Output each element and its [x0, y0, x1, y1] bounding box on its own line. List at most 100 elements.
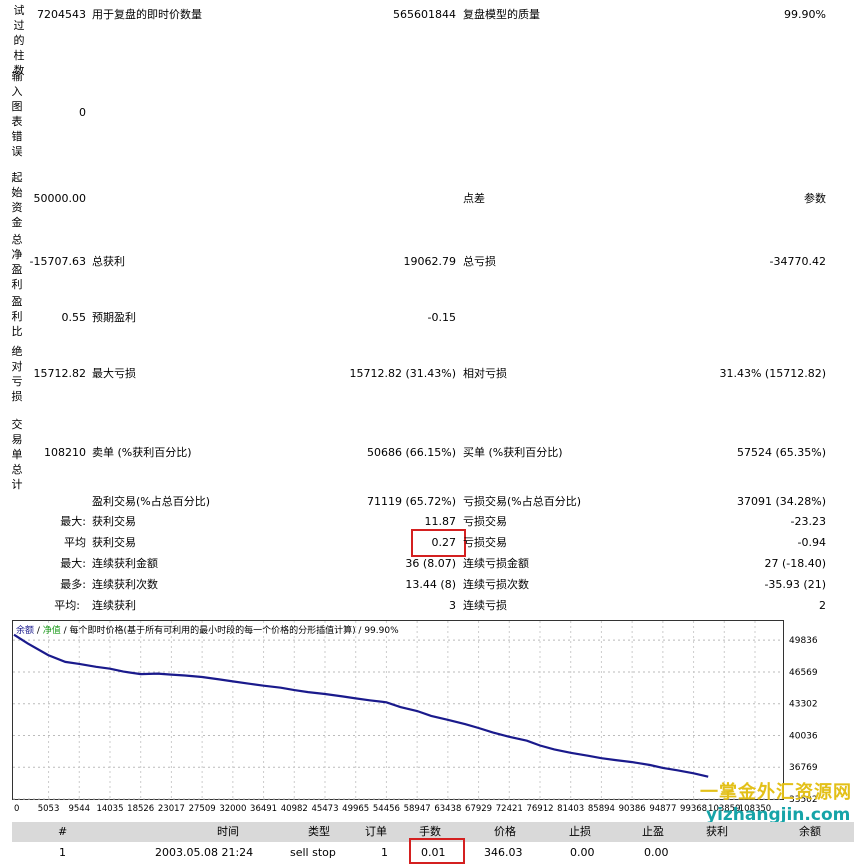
x-tick-label: 27509 [189, 804, 216, 814]
maximal-drawdown-value: 15712.82 (31.43%) [349, 367, 456, 380]
average-consecutive-prefix: 平均: [54, 599, 80, 612]
average-profit-trade-value: 0.27 [431, 536, 457, 549]
gross-loss-label: 总亏损 [463, 255, 496, 268]
cell-type: sell stop [290, 846, 336, 859]
modelling-quality-value: 99.90% [784, 8, 826, 21]
gross-profit-label: 总获利 [92, 255, 125, 268]
col-lots[interactable]: 手数 [419, 825, 441, 838]
x-tick-label: 63438 [434, 804, 461, 814]
col-type[interactable]: 类型 [308, 825, 330, 838]
short-positions-value: 50686 (66.15%) [366, 446, 456, 459]
cell-lots: 0.01 [421, 846, 446, 859]
total-trades-value: 108210 [44, 446, 86, 459]
watermark-url: yizhangjin.com [706, 805, 851, 825]
x-tick-label: 99368 [680, 804, 707, 814]
x-tick-label: 9544 [68, 804, 90, 814]
gross-profit-value: 19062.79 [403, 255, 457, 268]
ticks-modelled-value: 565601844 [393, 8, 456, 21]
largest-prefix: 最大: [60, 515, 86, 528]
maximal-consecutive-wins-value: 13.44 (8) [405, 578, 456, 591]
plot-frame [12, 620, 784, 800]
cell-stoploss: 0.00 [570, 846, 595, 859]
trades-table-header: # 时间 类型 订单 手数 价格 止损 止盈 获利 余额 [12, 822, 854, 842]
parameters-label: 参数 [804, 192, 826, 205]
x-tick-label: 14035 [96, 804, 123, 814]
cell-order: 1 [381, 846, 388, 859]
average-consecutive-losses-label: 连续亏损 [463, 599, 507, 612]
cell-price: 346.03 [484, 846, 523, 859]
maximal-prefix: 最多: [60, 578, 86, 591]
absolute-drawdown-value: 15712.82 [33, 367, 87, 380]
relative-drawdown-label: 相对亏损 [463, 367, 507, 380]
y-tick-label: 40036 [789, 731, 818, 741]
mismatch-label: 输入图表错误 [11, 70, 23, 158]
max-consecutive-loss-label: 连续亏损金额 [463, 557, 529, 570]
total-trades-label: 交易单总计 [11, 418, 23, 491]
x-tick-label: 76912 [526, 804, 553, 814]
max-consecutive-profit-value: 36 (8.07) [405, 557, 456, 570]
initial-deposit-label: 起始资金 [11, 171, 23, 229]
bars-label: 试过的柱数 [13, 4, 25, 77]
x-tick-label: 103859 [708, 804, 740, 814]
col-time[interactable]: 时间 [217, 825, 239, 838]
largest-profit-trade-label: 获利交易 [92, 515, 136, 528]
maximal-consecutive-losses-label: 连续亏损次数 [463, 578, 529, 591]
relative-drawdown-value: 31.43% (15712.82) [719, 367, 826, 380]
col-profit[interactable]: 获利 [706, 825, 728, 838]
x-tick-label: 32000 [219, 804, 246, 814]
col-balance[interactable]: 余额 [799, 825, 821, 838]
x-tick-label: 108350 [739, 804, 771, 814]
x-tick-label: 94877 [649, 804, 676, 814]
ticks-modelled-label: 用于复盘的即时价数量 [92, 8, 202, 21]
col-price[interactable]: 价格 [494, 825, 516, 838]
profit-factor-value: 0.55 [61, 311, 87, 324]
y-tick-label: 43302 [789, 700, 818, 710]
balance-chart: 余额 / 净值 / 每个即时价格(基于所有可利用的最小时段的每一个价格的分形插值… [12, 620, 852, 820]
largest-loss-trade-label: 亏损交易 [463, 515, 507, 528]
x-tick-label: 36491 [250, 804, 277, 814]
short-positions-label: 卖单 (%获利百分比) [92, 446, 192, 459]
loss-trades-label: 亏损交易(%占总百分比) [463, 495, 582, 508]
modelling-quality-label: 复盘模型的质量 [463, 8, 540, 21]
chart-title-sep: / [34, 626, 43, 636]
x-tick-label: 72421 [496, 804, 523, 814]
y-tick-label: 33502 [789, 795, 818, 805]
average-consecutive-wins-label: 连续获利 [92, 599, 136, 612]
largest-profit-trade-value: 11.87 [424, 515, 457, 528]
x-axis-ticks: 0 5053 9544 14035 18526 23017 27509 32000 36491 4… [14, 804, 771, 814]
chart-title-balance: 余额 [16, 624, 34, 636]
loss-trades-value: 37091 (34.28%) [736, 495, 826, 508]
y-tick-label: 49836 [789, 636, 818, 646]
x-tick-label: 45473 [311, 804, 338, 814]
spread-label: 点差 [463, 192, 485, 205]
initial-deposit-value: 50000.00 [33, 192, 87, 205]
profit-trades-label: 盈利交易(%占总百分比) [92, 495, 211, 508]
average-consecutive-wins-value: 3 [449, 599, 456, 612]
net-profit-value: -15707.63 [29, 255, 86, 268]
average-prefix: 平均 [64, 536, 86, 549]
watermark-cn: 一掌金外汇资源网 [700, 782, 852, 803]
chart-title-rest: / 每个即时价格(基于所有可利用的最小时段的每一个价格的分形插值计算) / 99… [61, 624, 399, 636]
net-profit-label: 总净盈利 [11, 233, 23, 291]
x-tick-label: 85894 [588, 804, 615, 814]
x-tick-label: 54456 [373, 804, 400, 814]
col-takeprofit[interactable]: 止盈 [642, 825, 664, 838]
average-loss-trade-value: -0.94 [797, 536, 826, 549]
y-tick-label: 46569 [789, 668, 818, 678]
profit-trades-value: 71119 (65.72%) [366, 495, 456, 508]
balance-series-line [13, 633, 709, 778]
x-tick-label: 58947 [404, 804, 431, 814]
absolute-drawdown-label: 绝对亏损 [11, 345, 23, 403]
max-consecutive-loss-value: 27 (-18.40) [764, 557, 826, 570]
expected-payoff-label: 预期盈利 [92, 311, 136, 324]
col-order[interactable]: 订单 [365, 825, 387, 838]
cell-number: 1 [59, 846, 66, 859]
x-tick-label: 40982 [281, 804, 308, 814]
col-stoploss[interactable]: 止损 [569, 825, 591, 838]
average-consecutive-losses-value: 2 [819, 599, 826, 612]
y-axis-ticks: 49836 46569 43302 40036 36769 33502 [789, 636, 818, 805]
largest-loss-trade-value: -23.23 [790, 515, 826, 528]
maximum-prefix: 最大: [60, 557, 86, 570]
col-number[interactable]: # [58, 825, 68, 838]
cell-time: 2003.05.08 21:24 [155, 846, 254, 859]
